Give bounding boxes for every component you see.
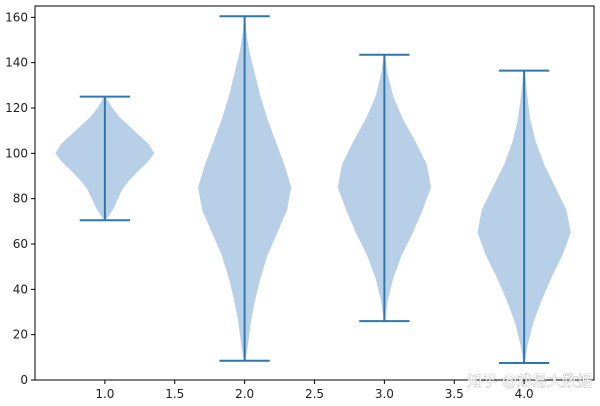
x-axis: 1.0 1.5 2.0 2.5 3.0 3.5 4.0 — [95, 380, 534, 401]
watermark-text: 知乎 @戏易大数据 — [467, 372, 592, 390]
violin-layer — [55, 15, 571, 364]
x-tick-label: 1.5 — [165, 387, 184, 401]
y-tick-label: 60 — [13, 237, 28, 251]
violin-3 — [337, 53, 431, 323]
y-tick-label: 20 — [13, 328, 28, 342]
y-tick-label: 0 — [20, 373, 28, 387]
x-tick-label: 3.5 — [445, 387, 464, 401]
y-tick-label: 160 — [5, 10, 28, 24]
y-tick-label: 100 — [5, 146, 28, 160]
y-tick-label: 140 — [5, 56, 28, 70]
x-tick-label: 2.0 — [235, 387, 254, 401]
y-axis: 0 20 40 60 80 100 120 140 160 — [5, 10, 35, 387]
violin-1 — [55, 95, 155, 222]
x-tick-label: 2.5 — [305, 387, 324, 401]
y-tick-label: 40 — [13, 282, 28, 296]
y-tick-label: 120 — [5, 101, 28, 115]
violin-2 — [198, 15, 292, 362]
x-tick-label: 3.0 — [375, 387, 394, 401]
violin-4 — [477, 69, 571, 364]
y-tick-label: 80 — [13, 192, 28, 206]
x-tick-label: 1.0 — [95, 387, 114, 401]
x-tick-label: 4.0 — [515, 387, 534, 401]
